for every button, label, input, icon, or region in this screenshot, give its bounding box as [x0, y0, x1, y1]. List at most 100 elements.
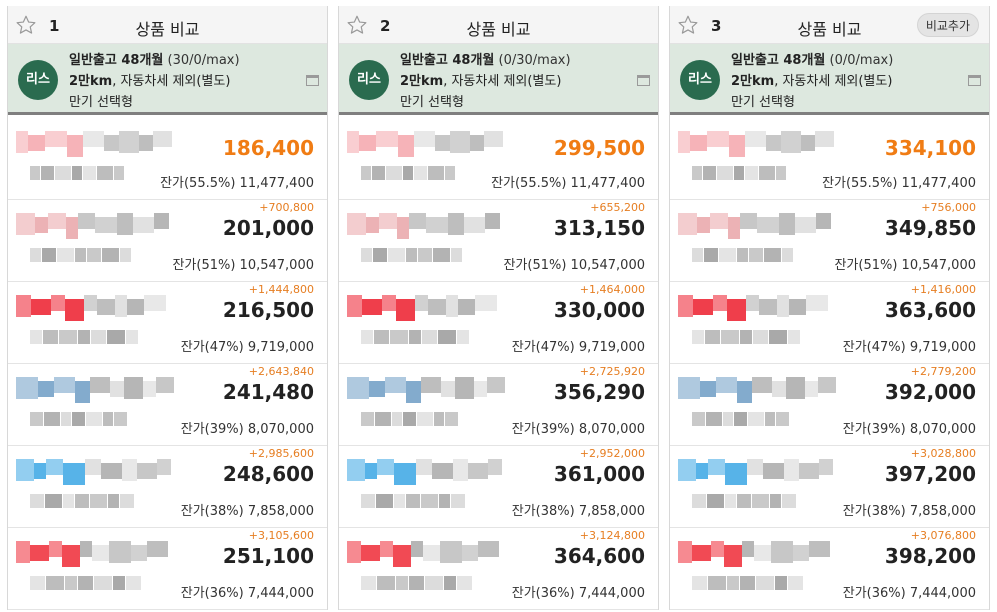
redaction-block: [707, 131, 729, 147]
redaction-block: [740, 576, 755, 590]
offer-row[interactable]: 334,100 잔가(55.5%) 11,477,400: [670, 118, 989, 200]
offer-row[interactable]: +2,643,840 241,480 잔가(39%) 8,070,000: [8, 364, 327, 446]
offer-row[interactable]: +2,779,200 392,000 잔가(39%) 8,070,000: [670, 364, 989, 446]
offer-row[interactable]: +2,725,920 356,290 잔가(39%) 8,070,000: [339, 364, 658, 446]
condition-line-2: 2만km, 자동차세 제외(별도): [731, 70, 892, 89]
window-icon[interactable]: [306, 75, 319, 86]
redaction-block: [474, 381, 487, 397]
monthly-price: 248,600: [222, 462, 314, 486]
residual-value: 잔가(55.5%) 11,477,400: [820, 172, 976, 191]
redaction-block: [54, 377, 75, 393]
redaction-block: [462, 545, 478, 561]
redaction-block: [122, 459, 137, 481]
window-icon[interactable]: [968, 75, 981, 86]
redaction-block: [776, 166, 786, 180]
column-number: 2: [380, 17, 391, 35]
offer-row[interactable]: +2,985,600 248,600 잔가(38%) 7,858,000: [8, 446, 327, 528]
redaction-block: [361, 545, 380, 561]
redaction-block: [380, 541, 393, 557]
residual-value: 잔가(51%) 10,547,000: [501, 254, 645, 273]
redaction-block: [66, 217, 78, 239]
monthly-price: 363,600: [884, 298, 976, 322]
redaction-block: [414, 131, 435, 147]
redaction-block: [62, 545, 80, 567]
redaction-block: [45, 131, 67, 147]
redaction-block: [347, 459, 365, 481]
redaction-block: [693, 299, 713, 315]
offer-row[interactable]: +1,416,000 363,600 잔가(47%) 9,719,000: [670, 282, 989, 364]
redaction-block: [488, 459, 502, 475]
offer-row[interactable]: +3,105,600 251,100 잔가(36%) 7,444,000: [8, 528, 327, 610]
redaction-block: [147, 541, 168, 557]
redaction-block: [115, 295, 127, 317]
offer-row[interactable]: 186,400 잔가(55.5%) 11,477,400: [8, 118, 327, 200]
redacted-lender-name: [361, 166, 476, 180]
redaction-block: [450, 131, 470, 153]
offer-row[interactable]: +3,028,800 397,200 잔가(38%) 7,858,000: [670, 446, 989, 528]
redaction-block: [83, 166, 96, 180]
redaction-block: [369, 381, 385, 397]
redaction-block: [86, 412, 102, 426]
redaction-block: [347, 213, 366, 235]
condition-line-3: 만기 선택형: [731, 95, 795, 110]
offer-row[interactable]: +655,200 313,150 잔가(51%) 10,547,000: [339, 200, 658, 282]
redaction-block: [133, 217, 154, 233]
redaction-block: [455, 377, 474, 399]
redaction-block: [131, 545, 147, 561]
condition-line-2: 2만km, 자동차세 제외(별도): [69, 70, 230, 89]
offer-row[interactable]: +1,444,800 216,500 잔가(47%) 9,719,000: [8, 282, 327, 364]
star-icon[interactable]: [677, 14, 699, 36]
monthly-price: 313,150: [553, 216, 645, 240]
redaction-block: [154, 213, 169, 229]
redaction-block: [788, 576, 803, 590]
redaction-block: [809, 541, 830, 557]
add-compare-button[interactable]: 비교추가: [916, 13, 979, 37]
redaction-block: [478, 541, 499, 557]
star-icon[interactable]: [15, 14, 37, 36]
redaction-block: [678, 131, 690, 153]
redaction-block: [75, 494, 89, 508]
redaction-block: [65, 576, 77, 590]
offer-row[interactable]: +700,800 201,000 잔가(51%) 10,547,000: [8, 200, 327, 282]
star-icon[interactable]: [346, 14, 368, 36]
offer-row[interactable]: +756,000 349,850 잔가(51%) 10,547,000: [670, 200, 989, 282]
redaction-block: [725, 494, 736, 508]
redaction-block: [775, 576, 787, 590]
offer-row[interactable]: +2,952,000 361,000 잔가(38%) 7,858,000: [339, 446, 658, 528]
offer-row[interactable]: +3,076,800 398,200 잔가(36%) 7,444,000: [670, 528, 989, 610]
residual-value: 잔가(36%) 7,444,000: [178, 582, 314, 601]
redaction-block: [719, 248, 736, 262]
redaction-block: [30, 166, 40, 180]
redaction-block: [95, 217, 117, 233]
offer-row[interactable]: +1,464,000 330,000 잔가(47%) 9,719,000: [339, 282, 658, 364]
redaction-block: [107, 330, 125, 344]
redaction-block: [72, 166, 82, 180]
offer-row[interactable]: 299,500 잔가(55.5%) 11,477,400: [339, 118, 658, 200]
redaction-block: [110, 381, 124, 397]
window-icon[interactable]: [637, 75, 650, 86]
condition-line-2: 2만km, 자동차세 제외(별도): [400, 70, 561, 89]
redaction-block: [406, 381, 421, 403]
redaction-block: [728, 217, 740, 239]
redaction-block: [114, 166, 124, 180]
redaction-block: [409, 576, 424, 590]
redaction-block: [727, 299, 746, 321]
redaction-block: [776, 412, 789, 426]
redaction-block: [42, 248, 56, 262]
redaction-block: [425, 576, 443, 590]
offer-row[interactable]: +3,124,800 364,600 잔가(36%) 7,444,000: [339, 528, 658, 610]
redaction-block: [59, 330, 77, 344]
redaction-block: [65, 299, 84, 321]
redaction-block: [764, 248, 781, 262]
redaction-block: [139, 135, 153, 151]
redaction-block: [759, 299, 777, 315]
redaction-block: [63, 494, 74, 508]
residual-value: 잔가(36%) 7,444,000: [840, 582, 976, 601]
redacted-lender-logo: [347, 211, 507, 239]
redaction-block: [392, 412, 402, 426]
redaction-block: [16, 459, 34, 481]
tax-note: , 자동차세 제외(별도): [443, 74, 562, 89]
redaction-block: [799, 463, 819, 479]
redaction-block: [717, 166, 733, 180]
redaction-block: [446, 295, 458, 317]
